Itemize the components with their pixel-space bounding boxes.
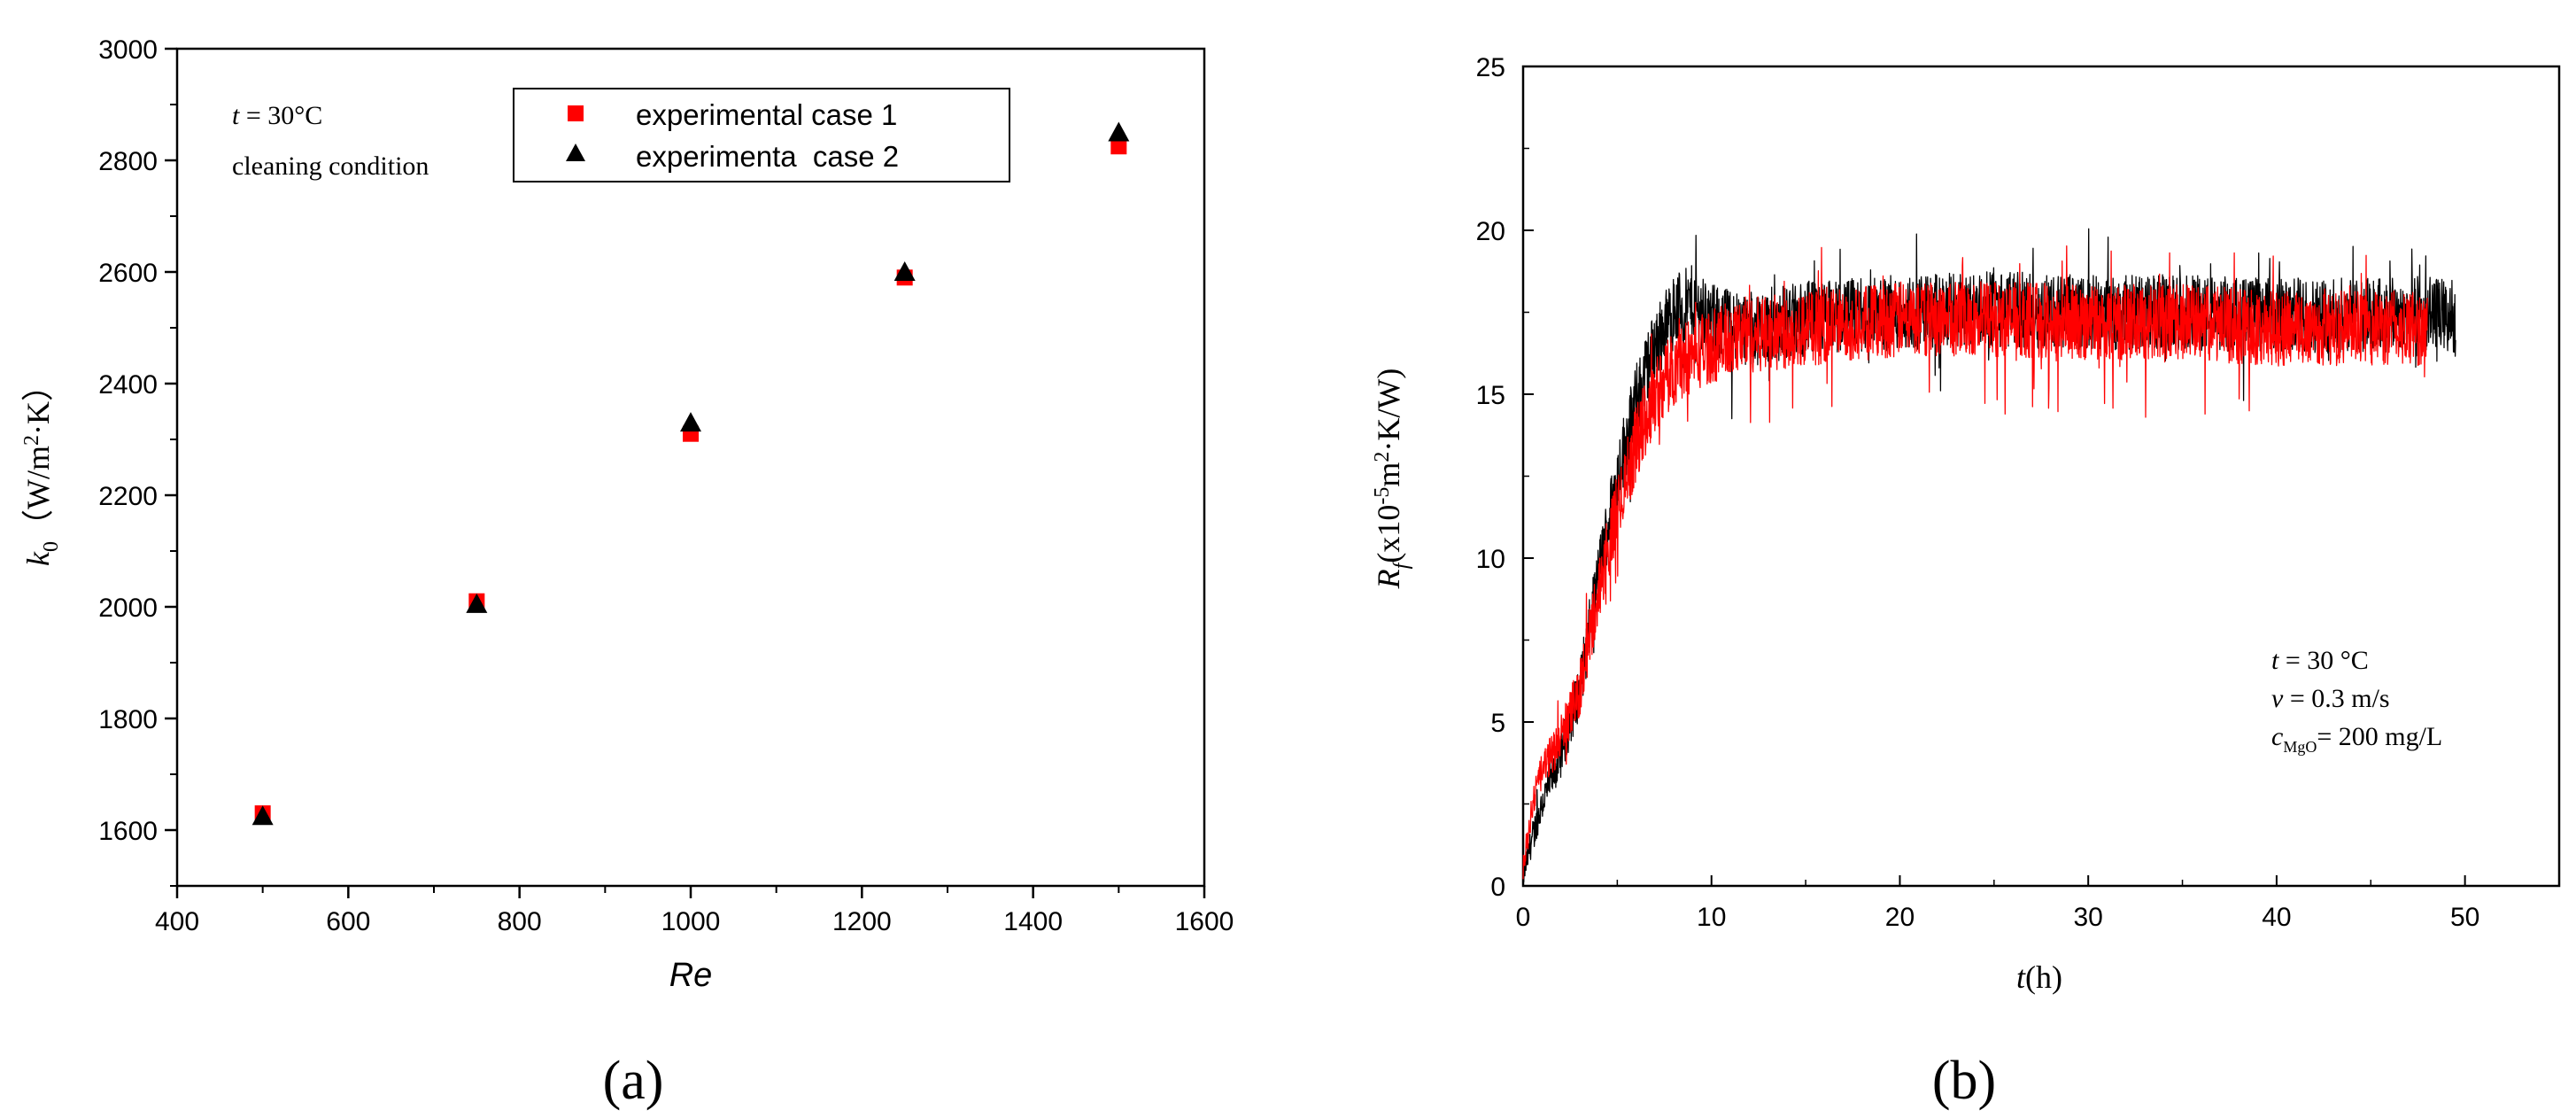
x-tick-label-a: 1600 (1175, 907, 1234, 936)
x-tick-label-b: 20 (1885, 903, 1915, 932)
annotation-condition-a: cleaning condition (232, 151, 429, 181)
y-tick-label-a: 3000 (98, 35, 158, 65)
panel-b-chart: 0 10 20 30 40 50 0 5 10 15 20 25 t = 30 °C v = 0.3 … (1371, 53, 2561, 1111)
legend-label-case-1: experimental case 1 (636, 98, 897, 131)
data-series-a (251, 121, 1130, 826)
x-tick-label-b: 40 (2262, 903, 2291, 932)
data-point-case-2 (680, 412, 701, 432)
panel-label-a: (a) (603, 1051, 664, 1111)
data-point-case-2 (893, 261, 916, 281)
x-tick-label-b: 50 (2450, 903, 2479, 932)
y-tick-label-a: 1800 (98, 705, 158, 734)
data-point-case-2 (466, 593, 488, 613)
x-tick-label-a: 1200 (832, 907, 892, 936)
plot-frame-b (1521, 65, 2561, 888)
annotation-temperature-b: t = 30 °C (2271, 646, 2369, 675)
x-tick-label-b: 30 (2073, 903, 2102, 932)
x-tick-label-b: 10 (1697, 903, 1726, 932)
y-tick-label-b: 25 (1476, 53, 1505, 82)
legend-marker-square (568, 105, 584, 121)
legend-box-a (513, 88, 1010, 182)
legend-marker-triangle (566, 144, 585, 161)
x-tick-label-a: 1400 (1003, 907, 1063, 936)
y-tick-label-b: 20 (1476, 217, 1505, 246)
panel-a-chart: 400 600 800 1000 1200 1400 1600 1600 1800 2000 220… (20, 35, 1234, 1111)
y-tick-label-a: 2000 (98, 594, 158, 623)
legend-a: experimental case 1 experimenta case 2 (513, 88, 1010, 182)
panel-label-b: (b) (1932, 1051, 1996, 1111)
y-tick-label-b: 15 (1476, 381, 1505, 410)
data-point-case-2 (251, 805, 274, 826)
annotation-velocity-b: v = 0.3 m/s (2271, 684, 2390, 713)
x-tick-label-a: 1000 (661, 907, 721, 936)
y-axis-label-b: Rf(x10-5m2·K/W) (1371, 369, 1413, 590)
axis-ticks-b: 0 10 20 30 40 50 0 5 10 15 20 25 (1476, 53, 2480, 932)
y-tick-label-a: 2600 (98, 259, 158, 288)
axis-ticks-a: 400 600 800 1000 1200 1400 1600 1600 1800 2000 220… (98, 35, 1234, 936)
y-axis-label-a: k0（W/m2·K） (20, 369, 63, 566)
y-tick-label-a: 1600 (98, 817, 158, 846)
y-tick-label-b: 0 (1490, 873, 1505, 902)
legend-label-case-2: experimenta case 2 (636, 140, 899, 173)
data-point-case-1 (1110, 138, 1127, 155)
x-tick-label-a: 600 (326, 907, 370, 936)
data-point-case-2 (1108, 121, 1130, 142)
x-axis-label-b: t(h) (2016, 959, 2062, 995)
y-tick-label-a: 2200 (98, 482, 158, 511)
annotation-concentration-b: cMgO= 200 mg/L (2271, 722, 2442, 756)
x-axis-label-a: Re (669, 957, 713, 994)
series-line-red (1522, 245, 2428, 880)
series-line-black (1522, 228, 2456, 883)
x-tick-label-b: 0 (1516, 903, 1531, 932)
annotation-temperature-a: t = 30°C (232, 101, 322, 130)
y-tick-label-a: 2400 (98, 370, 158, 400)
x-tick-label-a: 400 (155, 907, 199, 936)
y-tick-label-b: 10 (1476, 545, 1505, 574)
y-tick-label-a: 2800 (98, 147, 158, 176)
y-tick-label-b: 5 (1490, 709, 1505, 738)
x-tick-label-a: 800 (498, 907, 542, 936)
data-series-b (1522, 228, 2456, 883)
